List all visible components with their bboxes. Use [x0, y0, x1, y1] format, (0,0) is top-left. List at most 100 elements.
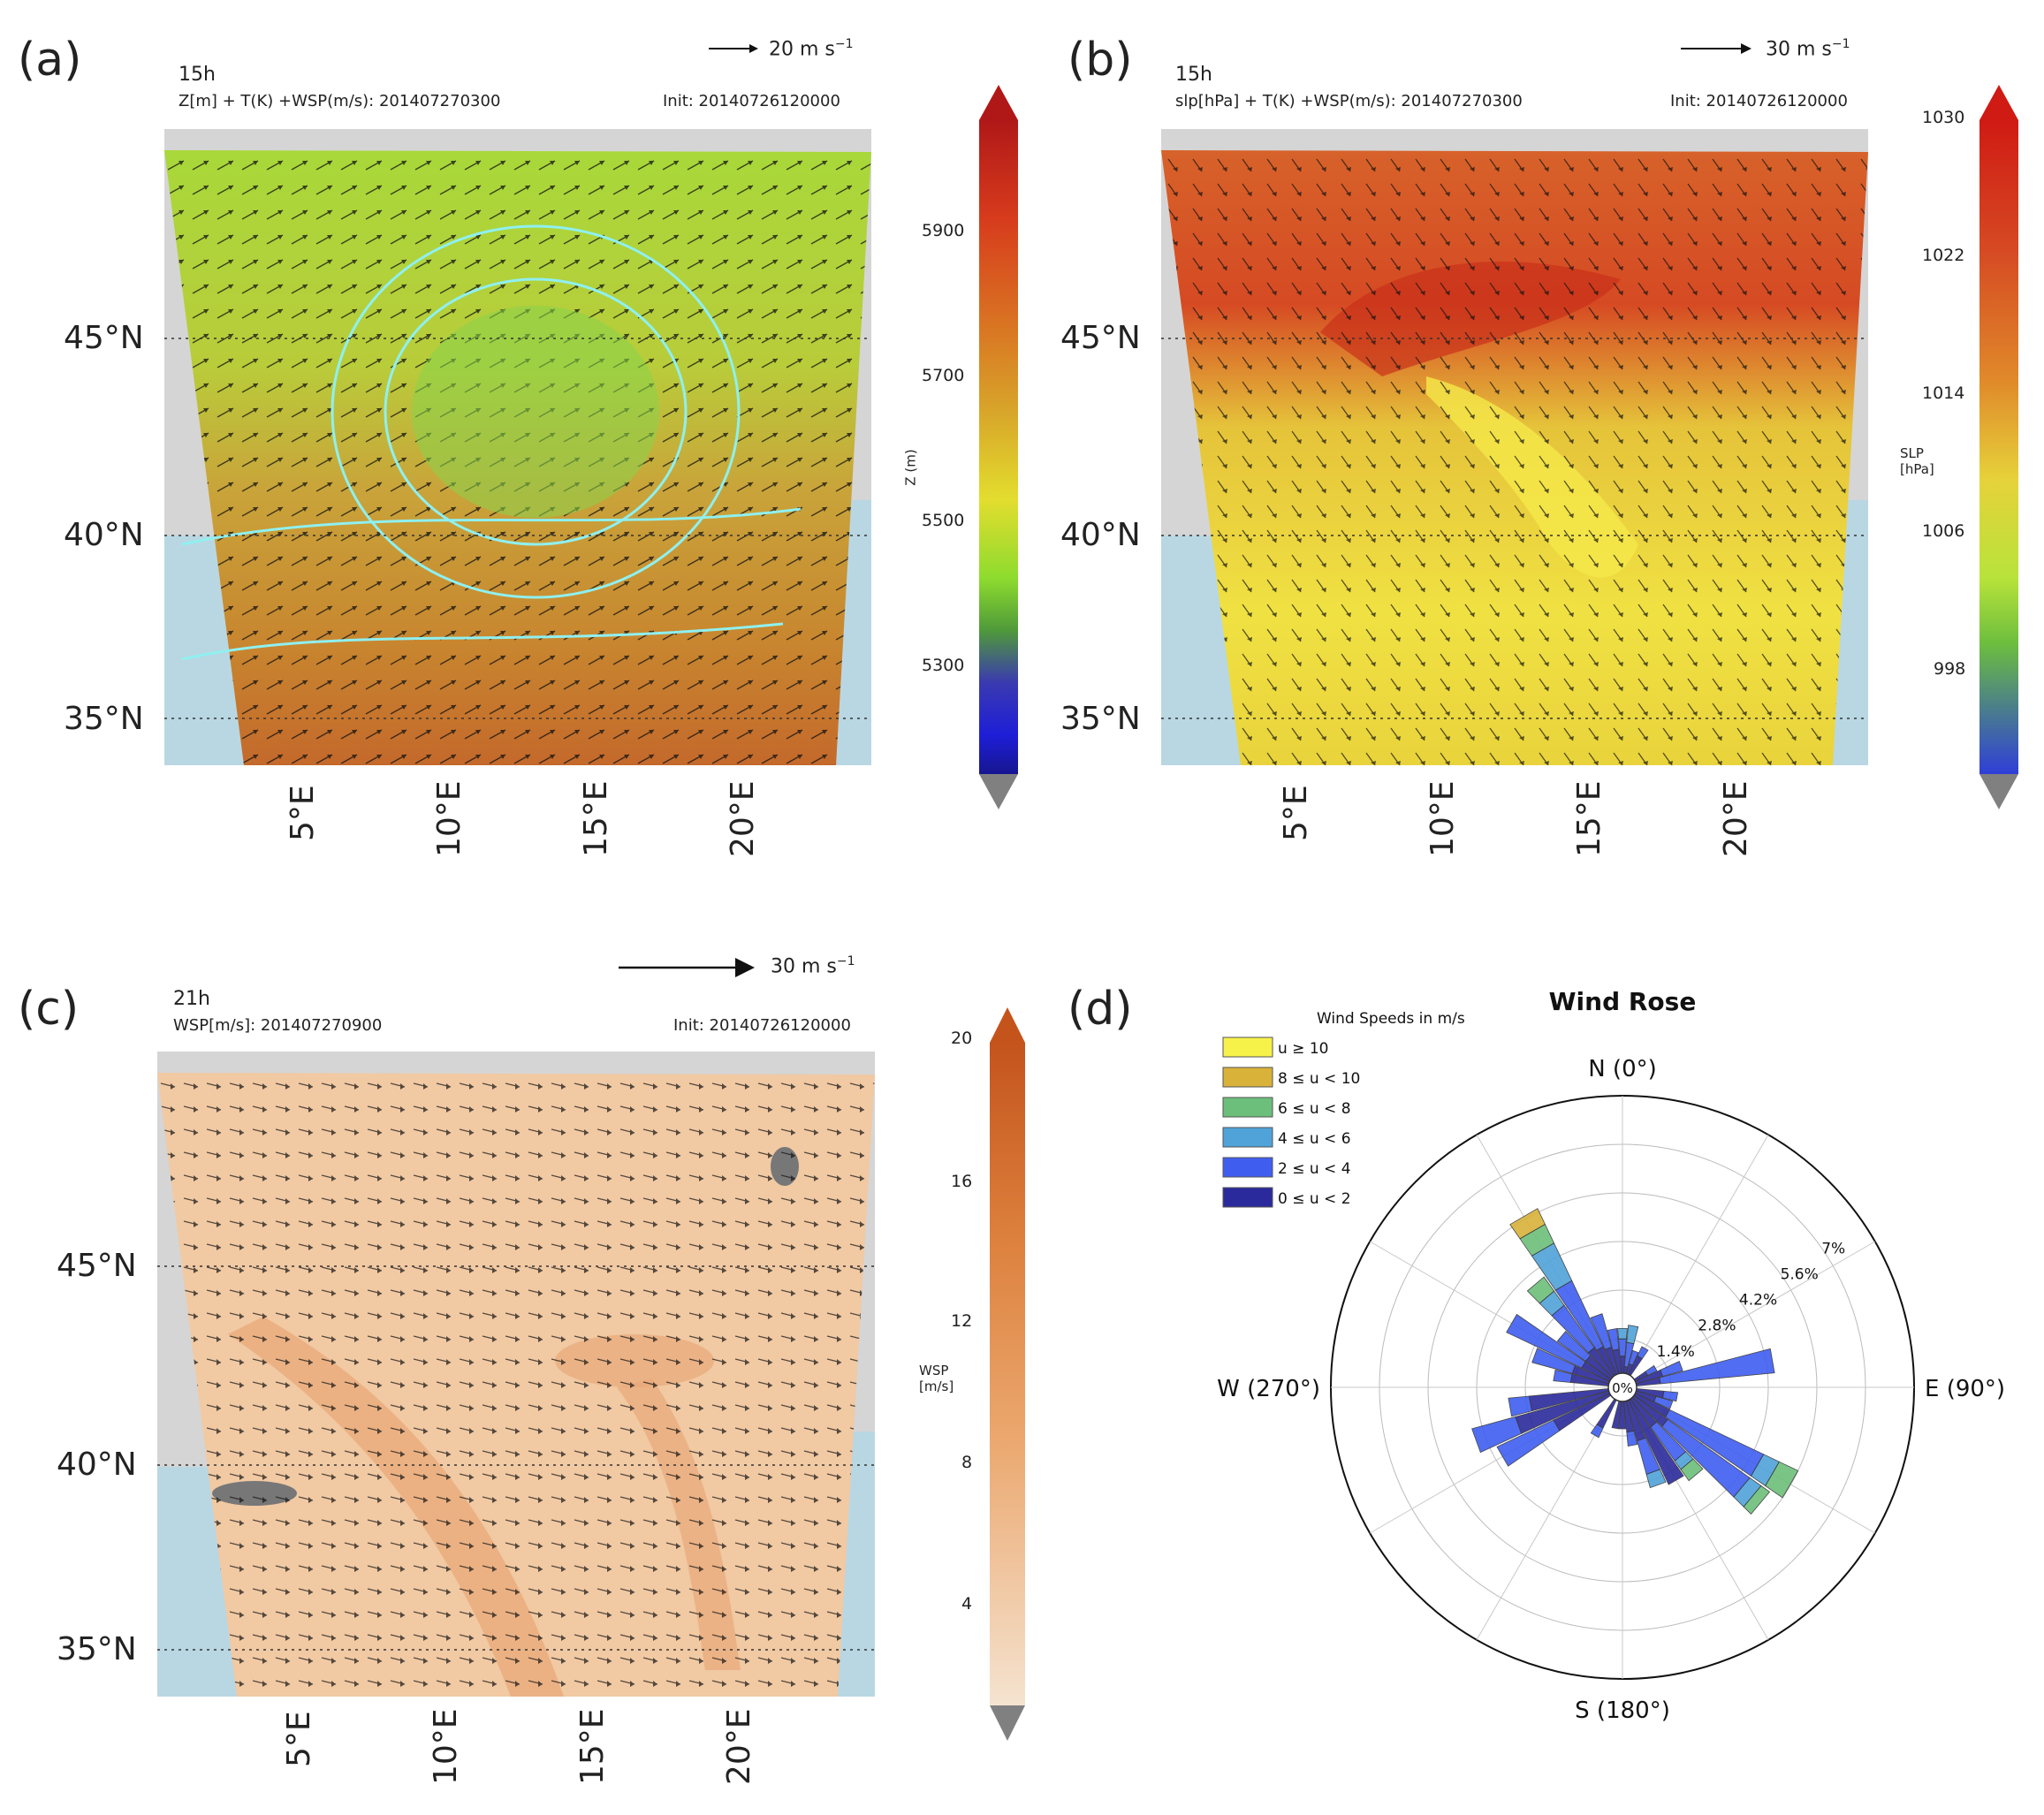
panel-c-cb-tick: 4 [961, 1594, 973, 1614]
legend-label: u ≥ 10 [1278, 1040, 1328, 1058]
wind-rose-bar [1628, 1349, 1639, 1366]
panel-b-ref-label: 30 m s−1 [1766, 37, 1850, 61]
panel-b-lat-35: 35°N [1060, 701, 1141, 737]
wind-rose-bar [1508, 1395, 1532, 1417]
panel-a-cb-tick: 5700 [922, 366, 965, 385]
center-circle [1607, 1372, 1637, 1402]
panel-b-title: slp[hPa] + T(K) +WSP(m/s): 201407270300 [1175, 92, 1523, 110]
model-domain-arrows [157, 1073, 875, 1697]
panel-c-forecast-hour: 21h [173, 988, 210, 1010]
panel-a-title: Z[m] + T(K) +WSP(m/s): 201407270300 [179, 92, 501, 110]
panel-b-cb-tick: 1014 [1922, 384, 1965, 403]
wind-rose-bar [1659, 1348, 1775, 1385]
panel-a-init: Init: 20140726120000 [663, 92, 840, 110]
wind-rose-title: Wind Rose [1549, 987, 1697, 1016]
panel-a-cb-label: Z (m) [902, 449, 919, 486]
panel-b-cb-tick: 998 [1934, 659, 1966, 679]
wind-rose-bar [1645, 1364, 1658, 1377]
wind-rose-bar [1743, 1485, 1771, 1515]
panel-b-lat-45: 45°N [1060, 320, 1141, 356]
radial-tick-label: 1.4% [1657, 1343, 1695, 1361]
panel-d-label: (d) [1068, 983, 1133, 1036]
panel-c-ref-label: 30 m s−1 [771, 954, 855, 978]
legend-label: 8 ≤ u < 10 [1278, 1070, 1360, 1088]
model-domain-arrows [1161, 150, 1868, 765]
wind-rose-legend: u ≥ 10 8 ≤ u < 10 6 ≤ u < 8 4 ≤ u < 6 2 ≤ u … [1222, 1037, 1360, 1208]
panel-b-forecast-hour: 15h [1175, 64, 1212, 86]
panel-c-lat-35: 35°N [57, 1631, 137, 1667]
wind-rose-bar [1607, 1328, 1620, 1351]
panel-c-cb-tick: 12 [951, 1311, 973, 1331]
height-contour [181, 507, 802, 546]
panel-a-cb-tick: 5900 [922, 221, 965, 240]
direction-label: E (90°) [1925, 1376, 2005, 1402]
panel-c-colorbar [990, 1007, 1025, 1741]
wind-rose-bar [1531, 1348, 1576, 1374]
wind-rose-bar [1626, 1325, 1639, 1345]
panel-c-cb-label: WSP [m/s] [919, 1363, 954, 1394]
wind-rose-bar [1637, 1346, 1649, 1360]
wind-rose-bar [1653, 1395, 1674, 1410]
wind-rose-bar [1617, 1328, 1628, 1340]
radial-tick-label: 7% [1821, 1240, 1845, 1257]
legend-swatch [1222, 1037, 1273, 1058]
panel-c-lat-45: 45°N [57, 1248, 137, 1284]
panel-c-cb-tick: 8 [961, 1453, 973, 1472]
wind-rose-bar [1590, 1313, 1612, 1350]
wind-rose-bar [1496, 1419, 1561, 1467]
panel-b-colorbar [1979, 85, 2018, 809]
panel-b-lon-20: 20°E [1718, 780, 1754, 857]
radial-tick-label: 5.6% [1781, 1265, 1819, 1283]
wind-rose-bar [1471, 1416, 1523, 1454]
legend-swatch [1222, 1157, 1273, 1178]
wind-rose-bar [1590, 1424, 1604, 1439]
panel-a-forecast-hour: 15h [179, 64, 216, 86]
wind-rose-bar [1622, 1386, 1684, 1485]
height-contour [384, 277, 688, 546]
radial-tick-label: 2.8% [1698, 1318, 1736, 1335]
wind-rose-bars [1471, 1208, 1799, 1515]
panel-a-cb-tick: 5300 [922, 656, 965, 675]
panel-b-init: Init: 20140726120000 [1670, 92, 1848, 110]
legend-swatch [1222, 1097, 1273, 1118]
wind-rose-bar [1509, 1208, 1546, 1240]
legend-swatch [1222, 1067, 1273, 1088]
panel-c-cb-tick: 16 [951, 1172, 973, 1191]
panel-c-label: (c) [18, 983, 80, 1036]
panel-c-ref-arrow [619, 958, 755, 977]
panel-a-lat-45: 45°N [64, 320, 144, 356]
panel-a-colorbar [979, 85, 1018, 809]
panel-a-ref-arrow [709, 44, 758, 53]
polar-labels: 0%N (0°)E (90°)S (180°)W (270°)1.4%2.8%4… [1217, 1056, 2005, 1724]
wind-rose-bar [1645, 1469, 1667, 1489]
panel-b-cb-tick: 1030 [1922, 108, 1965, 127]
panel-b-ref-arrow [1681, 43, 1751, 54]
panel-b-lon-5: 5°E [1278, 785, 1314, 841]
wind-rose-bar [1660, 1361, 1683, 1377]
panel-b-cb-label: SLP [hPa] [1900, 445, 1934, 477]
panel-c-lon-10: 10°E [428, 1708, 464, 1785]
legend-swatch [1222, 1127, 1273, 1148]
height-contour [331, 224, 741, 599]
legend-label: 6 ≤ u < 8 [1278, 1100, 1351, 1118]
panel-b-label: (b) [1068, 34, 1133, 87]
direction-label: N (0°) [1588, 1056, 1657, 1082]
panel-a-map [164, 129, 871, 765]
legend-label: 0 ≤ u < 2 [1278, 1190, 1351, 1208]
wind-rose-chart: Wind Rose Wind Speeds in m/s u ≥ 10 8 ≤ u… [1217, 987, 2005, 1724]
wind-rose-bar [1553, 1369, 1573, 1383]
wind-rose-bar [1556, 1331, 1592, 1362]
angular-grid-line [1622, 1241, 1876, 1388]
panel-c-lon-5: 5°E [281, 1711, 317, 1767]
panel-c-lat-40: 40°N [57, 1447, 137, 1483]
panel-c-title: WSP[m/s]: 201407270900 [173, 1016, 383, 1035]
direction-label: W (270°) [1217, 1376, 1320, 1402]
panel-b-map [1161, 129, 1868, 765]
angular-grid-line [1622, 1134, 1769, 1388]
panel-a-lon-15: 15°E [578, 780, 614, 857]
panel-a-lat-40: 40°N [64, 517, 144, 553]
panel-c-cb-tick: 20 [951, 1029, 973, 1048]
panel-b-lat-40: 40°N [1060, 517, 1141, 553]
panel-c-lon-15: 15°E [574, 1708, 611, 1785]
center-label: 0% [1612, 1380, 1633, 1396]
